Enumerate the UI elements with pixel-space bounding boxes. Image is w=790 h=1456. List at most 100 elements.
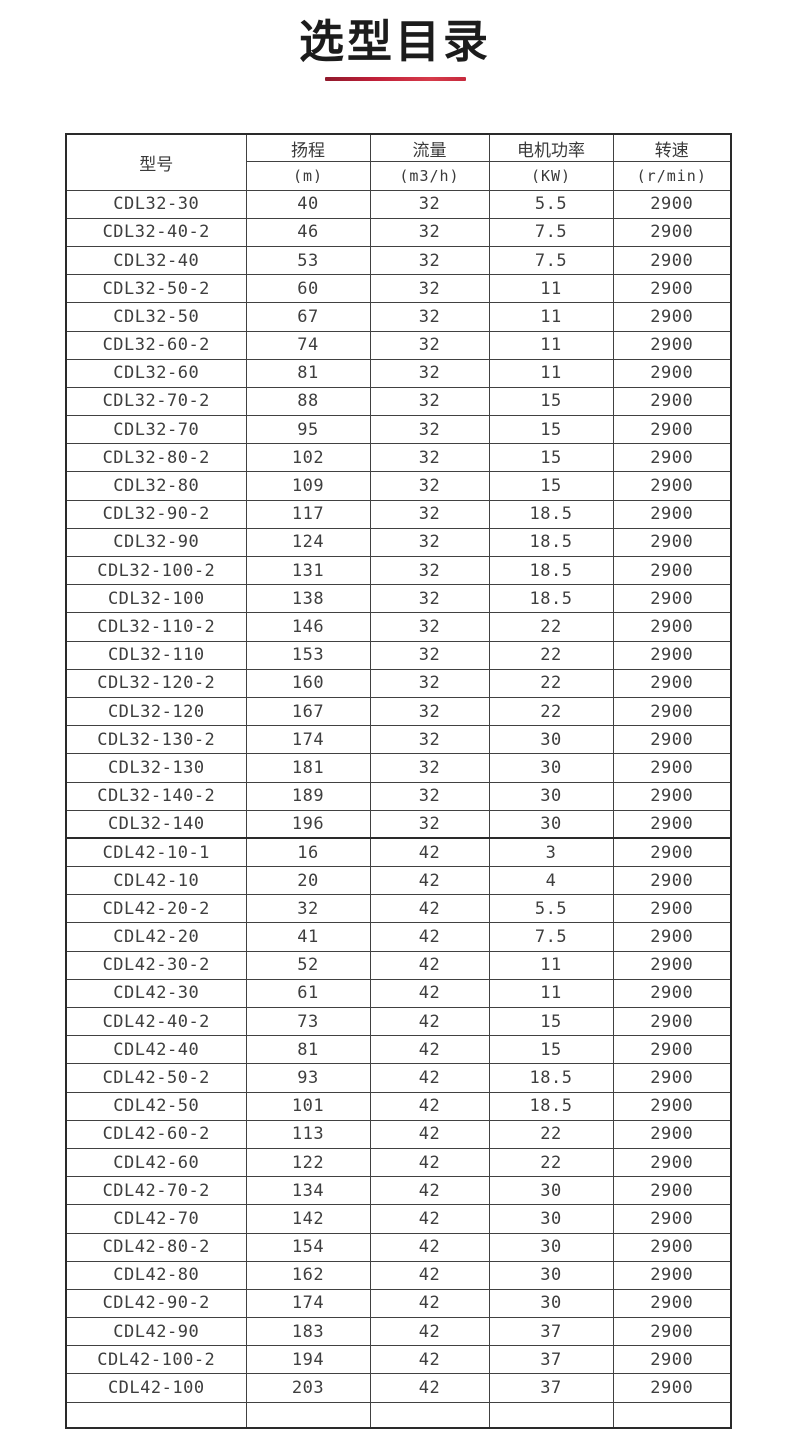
table-row: CDL32-130-2 174 32 30 2900 xyxy=(65,725,732,755)
cell-model: CDL32-30 xyxy=(65,189,247,219)
cell-power: 11 xyxy=(488,978,614,1009)
cell-speed: 2900 xyxy=(612,584,732,614)
table-row: CDL42-70 142 42 30 2900 xyxy=(65,1204,732,1234)
table-row: CDL42-90-2 174 42 30 2900 xyxy=(65,1288,732,1319)
cell-power: 30 xyxy=(488,725,614,755)
cell-model: CDL42-40-2 xyxy=(65,1006,247,1037)
cell-flow: 42 xyxy=(369,894,490,924)
cell-head: 142 xyxy=(245,1204,371,1234)
cell-head: 160 xyxy=(245,668,371,698)
cell-head: 153 xyxy=(245,640,371,670)
table-row: CDL42-10-1 16 42 3 2900 xyxy=(65,837,732,868)
table-row: CDL32-80-2 102 32 15 2900 xyxy=(65,443,732,473)
cell-speed: 2900 xyxy=(612,725,732,755)
cell-speed: 2900 xyxy=(612,1260,732,1290)
cell-flow: 42 xyxy=(369,1345,490,1375)
table-row: CDL32-100-2 131 32 18.5 2900 xyxy=(65,555,732,586)
cell-model: CDL32-100-2 xyxy=(65,555,247,586)
cell-flow: 32 xyxy=(369,612,490,642)
page-title: 选型目录 xyxy=(298,15,491,68)
cell-speed: 2900 xyxy=(612,330,732,360)
cell-empty xyxy=(612,1401,732,1429)
cell-speed: 2900 xyxy=(612,1119,732,1149)
cell-head: 203 xyxy=(245,1373,371,1403)
cell-flow: 42 xyxy=(369,1006,490,1037)
cell-flow: 32 xyxy=(369,584,490,614)
cell-speed: 2900 xyxy=(612,443,732,473)
cell-power: 22 xyxy=(488,668,614,698)
table-row: CDL32-70-2 88 32 15 2900 xyxy=(65,386,732,417)
cell-speed: 2900 xyxy=(612,950,732,980)
cell-flow: 32 xyxy=(369,189,490,219)
cell-head: 117 xyxy=(245,499,371,529)
cell-power: 7.5 xyxy=(488,245,614,276)
header-model: 型号 xyxy=(65,133,247,191)
cell-model: CDL32-70-2 xyxy=(65,386,247,417)
cell-flow: 42 xyxy=(369,1204,490,1234)
table-row: CDL42-20-2 32 42 5.5 2900 xyxy=(65,894,732,924)
cell-power: 15 xyxy=(488,443,614,473)
cell-speed: 2900 xyxy=(612,894,732,924)
table-row: CDL42-50-2 93 42 18.5 2900 xyxy=(65,1063,732,1093)
cell-head: 88 xyxy=(245,386,371,417)
cell-model: CDL32-50 xyxy=(65,302,247,332)
cell-flow: 42 xyxy=(369,837,490,868)
cell-model: CDL42-80 xyxy=(65,1260,247,1290)
cell-head: 95 xyxy=(245,415,371,445)
cell-speed: 2900 xyxy=(612,1035,732,1065)
table-row: CDL42-30 61 42 11 2900 xyxy=(65,978,732,1009)
cell-power: 30 xyxy=(488,1176,614,1206)
cell-model: CDL42-60 xyxy=(65,1147,247,1178)
cell-power: 15 xyxy=(488,386,614,417)
table-row: CDL32-30 40 32 5.5 2900 xyxy=(65,189,732,219)
cell-power: 30 xyxy=(488,1232,614,1262)
cell-speed: 2900 xyxy=(612,753,732,783)
title-underline-bar xyxy=(324,76,466,81)
cell-head: 174 xyxy=(245,1288,371,1319)
table-row: CDL32-120-2 160 32 22 2900 xyxy=(65,668,732,698)
cell-head: 67 xyxy=(245,302,371,332)
cell-empty xyxy=(488,1401,614,1429)
cell-head: 61 xyxy=(245,978,371,1009)
table-row: CDL42-30-2 52 42 11 2900 xyxy=(65,950,732,980)
cell-head: 32 xyxy=(245,894,371,924)
cell-model: CDL42-80-2 xyxy=(65,1232,247,1262)
cell-power: 37 xyxy=(488,1345,614,1375)
cell-flow: 32 xyxy=(369,386,490,417)
cell-power: 15 xyxy=(488,1006,614,1037)
cell-speed: 2900 xyxy=(612,781,732,811)
table-row: CDL32-70 95 32 15 2900 xyxy=(65,415,732,445)
cell-power: 22 xyxy=(488,696,614,727)
cell-power: 11 xyxy=(488,274,614,304)
cell-flow: 42 xyxy=(369,1063,490,1093)
cell-model: CDL32-120 xyxy=(65,696,247,727)
cell-flow: 32 xyxy=(369,753,490,783)
cell-power: 5.5 xyxy=(488,894,614,924)
table-row: CDL32-130 181 32 30 2900 xyxy=(65,753,732,783)
cell-model: CDL32-140-2 xyxy=(65,781,247,811)
cell-head: 60 xyxy=(245,274,371,304)
cell-power: 15 xyxy=(488,471,614,501)
cell-speed: 2900 xyxy=(612,837,732,868)
cell-model: CDL32-110-2 xyxy=(65,612,247,642)
cell-head: 154 xyxy=(245,1232,371,1262)
cell-flow: 32 xyxy=(369,302,490,332)
cell-power: 30 xyxy=(488,809,614,839)
cell-flow: 32 xyxy=(369,555,490,586)
table-row: CDL32-90-2 117 32 18.5 2900 xyxy=(65,499,732,529)
cell-speed: 2900 xyxy=(612,1091,732,1121)
cell-power: 5.5 xyxy=(488,189,614,219)
cell-flow: 32 xyxy=(369,668,490,698)
cell-model: CDL42-60-2 xyxy=(65,1119,247,1149)
table-row: CDL32-140 196 32 30 2900 xyxy=(65,809,732,839)
table-row: CDL42-90 183 42 37 2900 xyxy=(65,1317,732,1347)
cell-model: CDL42-20-2 xyxy=(65,894,247,924)
cell-flow: 32 xyxy=(369,696,490,727)
cell-power: 18.5 xyxy=(488,527,614,558)
cell-power: 22 xyxy=(488,1119,614,1149)
header-head-unit: (m) xyxy=(245,161,371,191)
cell-flow: 32 xyxy=(369,245,490,276)
cell-flow: 32 xyxy=(369,443,490,473)
cell-speed: 2900 xyxy=(612,386,732,417)
